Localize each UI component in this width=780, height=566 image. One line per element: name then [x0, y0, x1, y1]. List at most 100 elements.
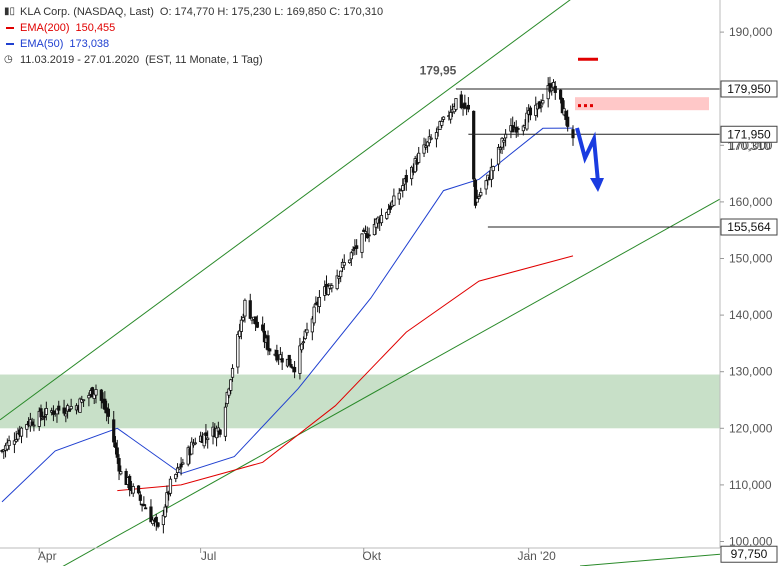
candle-body	[16, 433, 20, 440]
candle	[66, 403, 70, 419]
legend-ema200-label: EMA(200)	[20, 22, 70, 34]
candle-body	[330, 285, 334, 289]
candle	[218, 428, 222, 438]
forecast-arrow-head	[590, 178, 604, 192]
candle-body	[92, 393, 96, 399]
candle-body	[144, 507, 148, 510]
candle	[113, 436, 118, 455]
candle	[94, 384, 98, 404]
support-price-label: 155,564	[727, 220, 771, 234]
candle	[275, 344, 279, 363]
candle	[223, 402, 228, 442]
candle	[566, 109, 570, 132]
candle-body	[425, 141, 430, 147]
candle	[317, 290, 322, 314]
candle-body	[261, 324, 265, 331]
candle-body	[248, 300, 252, 319]
candle-body	[90, 387, 95, 398]
ema200-line	[117, 255, 574, 492]
candle-body	[131, 486, 135, 494]
candle	[472, 110, 476, 187]
candle	[206, 430, 210, 449]
candle	[339, 270, 343, 283]
candle	[62, 399, 66, 416]
candle	[202, 433, 206, 449]
candle-body	[504, 133, 508, 139]
y-tick-label: 140,000	[729, 308, 773, 322]
candle	[67, 408, 71, 412]
candle-body	[502, 139, 506, 143]
candle	[564, 110, 568, 126]
candle	[57, 400, 61, 415]
candle	[131, 483, 135, 497]
candle-body	[255, 321, 259, 328]
candle	[558, 89, 563, 104]
candle	[454, 98, 458, 112]
candle	[410, 165, 414, 186]
candle	[241, 313, 245, 323]
legend-title: KLA Corp. (NASDAQ, Last)	[20, 6, 154, 18]
candle	[500, 137, 504, 155]
candle-body	[362, 229, 366, 232]
candle	[42, 408, 47, 427]
candle	[429, 134, 433, 141]
candle	[64, 407, 68, 423]
candle	[179, 457, 183, 476]
candle	[539, 99, 543, 113]
candle-body	[42, 415, 47, 418]
candle-body	[214, 427, 219, 439]
candle	[186, 445, 190, 467]
candle-body	[151, 519, 155, 525]
candle	[149, 499, 153, 523]
candle	[312, 304, 316, 326]
candle-body	[449, 112, 453, 120]
candle-body	[351, 248, 355, 251]
candle-body	[339, 270, 343, 278]
candle	[496, 143, 501, 172]
candle	[477, 194, 481, 200]
candle	[372, 218, 376, 236]
candle-body	[571, 129, 575, 139]
support-zone	[0, 374, 720, 429]
candle	[142, 496, 146, 507]
candle-body	[372, 224, 376, 236]
candle-body	[190, 441, 194, 455]
candle-body	[441, 116, 446, 120]
candle	[262, 323, 267, 349]
legend-period-row: ◷ 11.03.2019 - 27.01.2020 (EST, 11 Monat…	[4, 52, 383, 68]
candle-body	[57, 405, 61, 411]
legend-period-detail: (EST, 11 Monate, 1 Tag)	[145, 54, 263, 66]
lower-channel-extension	[579, 553, 721, 566]
candle	[551, 79, 556, 89]
y-tick-label: 120,000	[729, 421, 773, 435]
candle	[337, 275, 341, 284]
candle	[379, 208, 384, 226]
candle-body	[239, 319, 243, 332]
candle	[292, 360, 297, 379]
candle-body	[427, 136, 431, 144]
candle	[181, 458, 185, 465]
candle	[266, 330, 270, 356]
support-price-box	[720, 218, 778, 236]
candle-body	[401, 185, 405, 191]
candle	[362, 227, 366, 233]
candle	[360, 233, 364, 259]
candle	[511, 116, 515, 133]
candle-body	[142, 503, 146, 507]
candle-body	[5, 442, 9, 450]
candle-body	[413, 158, 417, 173]
candle	[216, 421, 220, 438]
candle	[351, 246, 355, 256]
candle	[128, 474, 132, 497]
candle	[427, 129, 431, 147]
candle	[174, 473, 178, 483]
candle-body	[103, 398, 107, 410]
candle-body	[262, 330, 267, 343]
candle-body	[156, 522, 160, 527]
candle	[14, 430, 18, 443]
candle-body	[238, 330, 242, 337]
candle-body	[163, 506, 167, 517]
candle-body	[69, 406, 73, 410]
legend-ema200-row: EMA(200) 150,455	[4, 20, 383, 36]
target-zone	[575, 97, 709, 111]
